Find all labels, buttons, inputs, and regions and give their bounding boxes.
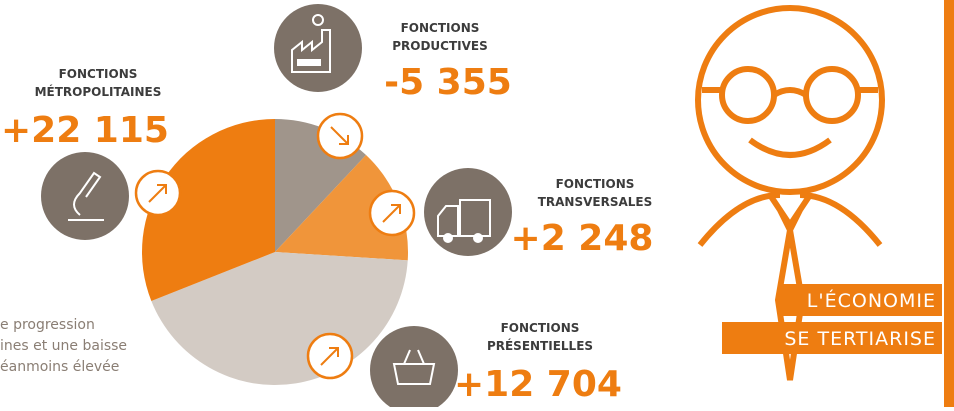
label: PRODUCTIVES xyxy=(392,39,488,53)
tag-text: SE TERTIARISE xyxy=(784,328,936,350)
side-text: ines et une baisse xyxy=(0,338,127,354)
tag-text: L'ÉCONOMIE xyxy=(807,289,936,312)
value: +2 248 xyxy=(511,218,654,259)
label: FONCTIONS xyxy=(556,177,635,191)
side-text: éanmoins élevée xyxy=(0,359,119,375)
icons xyxy=(68,14,491,385)
value: +22 115 xyxy=(1,110,169,151)
man xyxy=(695,5,885,381)
label: FONCTIONS xyxy=(59,67,138,81)
arrows xyxy=(148,126,401,366)
side-text: e progression xyxy=(0,317,95,333)
tag-box xyxy=(778,284,942,316)
tag-box xyxy=(722,322,942,354)
side-bar xyxy=(944,0,954,407)
pie xyxy=(142,119,408,386)
label: PRÉSENTIELLES xyxy=(487,338,593,353)
value: -5 355 xyxy=(384,62,512,103)
label: FONCTIONS xyxy=(401,21,480,35)
pie-slice xyxy=(142,119,275,301)
icon-circles xyxy=(41,4,512,411)
pie-slice xyxy=(275,155,408,261)
label: TRANSVERSALES xyxy=(538,195,653,209)
value: +12 704 xyxy=(454,364,622,405)
label: FONCTIONS xyxy=(501,321,580,335)
label: MÉTROPOLITAINES xyxy=(35,84,162,99)
